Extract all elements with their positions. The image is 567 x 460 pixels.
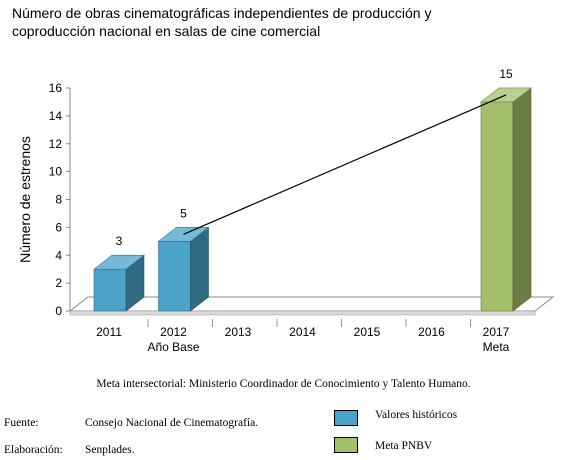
chart-title-line-1: Número de obras cinematográficas indepen… [12, 5, 432, 21]
chart-title-line-2: coproducción nacional en salas de cine c… [12, 23, 321, 39]
y-tick-label-14: 14 [49, 109, 63, 123]
chart-floor [68, 296, 555, 312]
legend-swatch-historicos [334, 410, 358, 426]
data-label-2012: 5 [180, 206, 187, 220]
legend-label-meta: Meta PNBV [375, 440, 433, 452]
data-label-2017: 15 [499, 67, 513, 81]
y-tick-label-12: 12 [49, 137, 63, 151]
footer-elaboration-value: Senplades. [85, 444, 135, 456]
source-note: Meta intersectorial: Ministerio Coordina… [96, 378, 471, 390]
bar-chart: 0 2 4 6 8 10 12 14 16 Número de estrenos 2011 2012A… [17, 67, 555, 354]
y-axis-label: Número de estrenos [17, 136, 33, 263]
y-tick-label-16: 16 [49, 81, 63, 95]
y-tick-label-4: 4 [55, 248, 62, 262]
x-tick-label-2013: 2013 [225, 325, 252, 339]
bar-side-2012 [190, 226, 209, 312]
x-sublabel-2012: Año Base [147, 340, 199, 354]
chart-title: Número de obras cinematográficas indepen… [12, 4, 557, 40]
legend-label-historicos: Valores históricos [375, 409, 458, 421]
x-tick-label-2015: 2015 [354, 325, 381, 339]
y-tick-label-6: 6 [55, 220, 62, 234]
chart-floor-edge [69, 310, 536, 316]
x-tick-label-2017: 2017 [483, 325, 510, 339]
footer-elaboration-label: Elaboración: [4, 444, 63, 456]
x-tick-label-2011: 2011 [96, 325, 122, 339]
x-sublabel-2017: Meta [483, 340, 510, 354]
y-tick-label-10: 10 [49, 165, 63, 179]
footer-source-label: Fuente: [4, 417, 39, 429]
bar-top-2011 [93, 254, 145, 270]
bar-side-2017 [512, 87, 532, 312]
x-tick-label-2012: 2012 [160, 325, 187, 339]
x-tick-label-2016: 2016 [418, 325, 445, 339]
legend-swatch-meta [334, 437, 358, 453]
y-tick-label-8: 8 [55, 193, 62, 207]
bar-front-2017 [480, 101, 514, 312]
bar-front-2012 [158, 241, 191, 312]
bar-front-2011 [93, 268, 127, 312]
data-label-2011: 3 [116, 234, 123, 248]
trend-line [183, 94, 507, 235]
y-tick-label-2: 2 [55, 276, 62, 290]
x-tick-label-2014: 2014 [289, 325, 316, 339]
footer-source-value: Consejo Nacional de Cinematografía. [85, 417, 259, 429]
y-tick-label-0: 0 [55, 304, 62, 318]
